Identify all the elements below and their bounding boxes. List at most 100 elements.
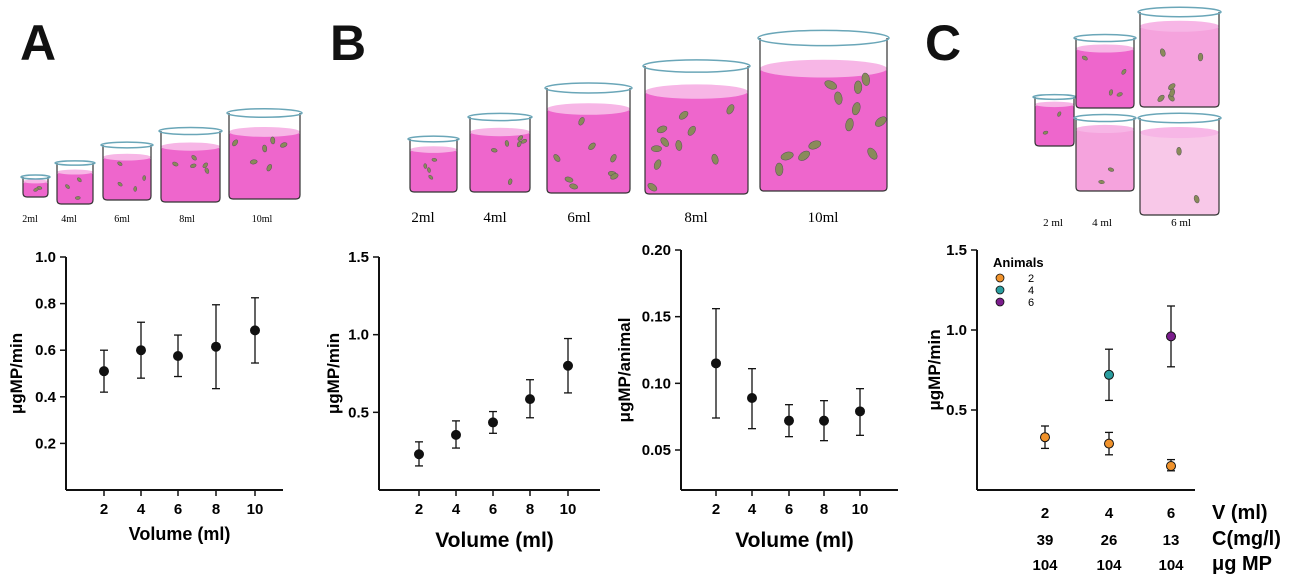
- animal-icon: [1107, 167, 1115, 172]
- y-tick-label: 0.2: [35, 435, 56, 452]
- animal-icon: [867, 147, 878, 160]
- legend-marker: [995, 285, 1005, 295]
- animal-icon: [578, 117, 585, 126]
- legend-entry: 4: [1028, 285, 1034, 297]
- y-tick-label: 0.10: [642, 375, 671, 392]
- row-label-concentration: C(mg/l): [1212, 528, 1281, 550]
- animal-icon: [775, 162, 784, 176]
- beaker-glass: [546, 88, 631, 194]
- data-point-6: [173, 334, 183, 378]
- animal-icon: [427, 167, 431, 173]
- data-point: [488, 417, 498, 428]
- animal-icon: [851, 102, 861, 116]
- animal-icon: [1042, 130, 1049, 135]
- beaker-glass: [469, 117, 531, 193]
- x-axis-label: V (ml): [1212, 502, 1268, 524]
- animal-icon: [431, 158, 438, 162]
- animal-icon: [1121, 69, 1127, 75]
- beaker-glass: [56, 163, 94, 205]
- animal-icon: [656, 125, 668, 134]
- beaker-liquid: [1035, 104, 1074, 146]
- beaker-label: 4 ml: [1092, 217, 1112, 229]
- animal-icon: [610, 154, 617, 163]
- animal-icon: [1157, 94, 1165, 102]
- y-tick-label: 1.5: [946, 242, 967, 259]
- beaker-liquid-surface: [410, 146, 457, 153]
- animal-icon: [1159, 48, 1166, 57]
- row-mp-value: 104: [1158, 557, 1184, 574]
- legend-entry: 6: [1028, 297, 1034, 309]
- data-point-animals-6: [1166, 305, 1176, 368]
- beaker-liquid-surface: [23, 179, 48, 184]
- animal-icon: [687, 125, 696, 136]
- x-tick-label: 6: [174, 501, 182, 518]
- beaker-glass: [1139, 118, 1220, 216]
- beaker-liquid-surface: [1076, 44, 1134, 53]
- beaker-liquid-surface: [103, 153, 151, 161]
- beaker-label: 2 ml: [1043, 217, 1063, 229]
- animal-icon: [172, 161, 179, 167]
- beaker-label: 2ml: [22, 214, 38, 225]
- beaker-c-4ml-dilute: [1073, 113, 1137, 192]
- beaker-liquid-surface: [229, 126, 300, 137]
- x-tick-label: 8: [820, 501, 828, 518]
- beaker-b-3: [544, 82, 633, 194]
- animal-icon: [588, 142, 596, 150]
- x-axis-label: Volume (ml): [129, 524, 231, 544]
- data-point-10: [563, 337, 573, 394]
- beaker-liquid-surface: [1076, 124, 1134, 134]
- beaker-rim: [1137, 112, 1222, 124]
- row-mp-value: 104: [1032, 557, 1058, 574]
- beaker-rim: [1137, 6, 1222, 18]
- animal-icon: [133, 186, 137, 192]
- y-axis-label: μgMP/animal: [615, 318, 634, 423]
- beaker-rim: [642, 59, 751, 73]
- animal-icon: [798, 150, 810, 161]
- beaker-rim: [54, 160, 96, 166]
- beaker-rim: [1032, 93, 1077, 101]
- animal-icon: [1116, 92, 1123, 97]
- data-point: [819, 415, 829, 426]
- x-tick-label: 4: [748, 501, 757, 518]
- beaker-liquid-surface: [547, 103, 630, 115]
- animal-icon: [428, 174, 434, 180]
- y-tick-label: 0.20: [642, 242, 671, 259]
- animal-icon: [266, 164, 273, 172]
- animal-icon: [202, 162, 208, 168]
- x-tick-label: 4: [1105, 505, 1114, 522]
- animal-icon: [564, 176, 574, 183]
- beaker-liquid: [1140, 132, 1219, 215]
- data-point-6: [488, 410, 498, 434]
- beaker-c-2ml: [1032, 93, 1077, 147]
- x-axis-label: Volume (ml): [735, 529, 854, 552]
- beaker-a-1: [20, 174, 51, 198]
- beaker-rim: [20, 174, 51, 180]
- animal-icon: [280, 142, 288, 148]
- data-point: [451, 429, 461, 440]
- data-point: [711, 358, 721, 369]
- row-concentration-value: 13: [1163, 532, 1180, 549]
- x-tick-label: 4: [137, 501, 146, 518]
- beaker-b-4: [642, 59, 751, 195]
- animal-icon: [117, 182, 123, 187]
- beaker-liquid: [410, 149, 457, 192]
- animal-icon: [142, 175, 146, 181]
- beaker-liquid: [470, 132, 530, 192]
- x-tick-label: 2: [100, 501, 108, 518]
- beaker-glass: [644, 66, 749, 195]
- beaker-label: 6 ml: [1171, 217, 1191, 229]
- data-point: [563, 360, 573, 371]
- beaker-rim: [467, 112, 533, 122]
- data-point-animals-2: [1040, 425, 1050, 450]
- beaker-glass: [228, 113, 301, 200]
- data-point-10: [855, 388, 865, 436]
- y-axis-label: μgMP/min: [324, 333, 343, 414]
- animal-icon: [504, 140, 510, 147]
- x-tick-label: 10: [247, 501, 264, 518]
- row-concentration-value: 26: [1101, 532, 1118, 549]
- beaker-label: 10ml: [808, 210, 839, 226]
- beaker-liquid: [547, 109, 630, 193]
- x-tick-label: 6: [489, 501, 497, 518]
- beaker-c-6ml-dilute: [1137, 112, 1222, 216]
- animal-icon: [845, 118, 854, 132]
